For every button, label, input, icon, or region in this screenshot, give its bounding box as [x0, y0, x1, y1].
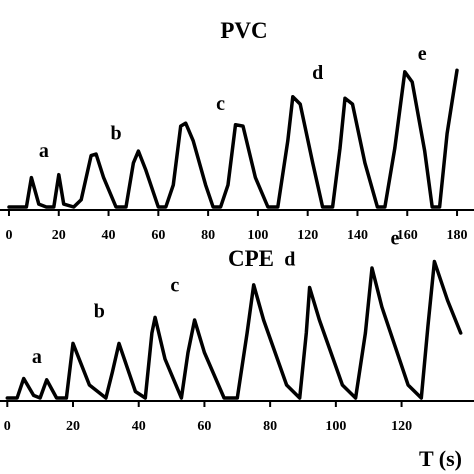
peak-label-d: d [312, 62, 323, 84]
tick-label: 160 [397, 228, 418, 243]
tick-label: 180 [447, 228, 468, 243]
peak-label-c: c [216, 93, 225, 115]
tick-label: 140 [347, 228, 368, 243]
panel-title-pvc: PVC [220, 18, 267, 43]
tick-label: 0 [4, 419, 11, 434]
x-axis-label: T (s) [419, 446, 462, 471]
peak-label-c: c [170, 274, 179, 296]
peak-label-b: b [94, 300, 105, 322]
peak-label-e: e [418, 43, 427, 65]
panel-pvc: PVC 0 20 40 60 80 100 120 140 160 180 a b c d e [0, 18, 474, 243]
tick-label: 40 [102, 228, 116, 243]
tick-label: 120 [297, 228, 318, 243]
tick-label: 100 [247, 228, 268, 243]
tick-label: 0 [5, 228, 12, 243]
peak-label-e: e [391, 228, 400, 250]
panel-title-cpe: CPE [228, 246, 274, 271]
tick-label: 80 [263, 419, 277, 434]
trace-pvc [7, 68, 459, 209]
tick-label: 60 [151, 228, 165, 243]
trace-cpe [5, 259, 463, 400]
tick-label: 80 [201, 228, 215, 243]
tick-label: 20 [66, 419, 80, 434]
peak-label-d: d [284, 248, 295, 270]
peak-label-a: a [32, 346, 42, 368]
tick-label: 60 [197, 419, 211, 434]
tick-label: 120 [391, 419, 412, 434]
peak-label-a: a [39, 140, 49, 162]
tick-label: 20 [52, 228, 66, 243]
tick-label: 100 [325, 419, 346, 434]
tick-label: 40 [132, 419, 146, 434]
panel-cpe: CPE T (s) 0 20 40 60 80 100 120 a b c d e [0, 228, 474, 471]
peak-label-b: b [110, 122, 121, 144]
